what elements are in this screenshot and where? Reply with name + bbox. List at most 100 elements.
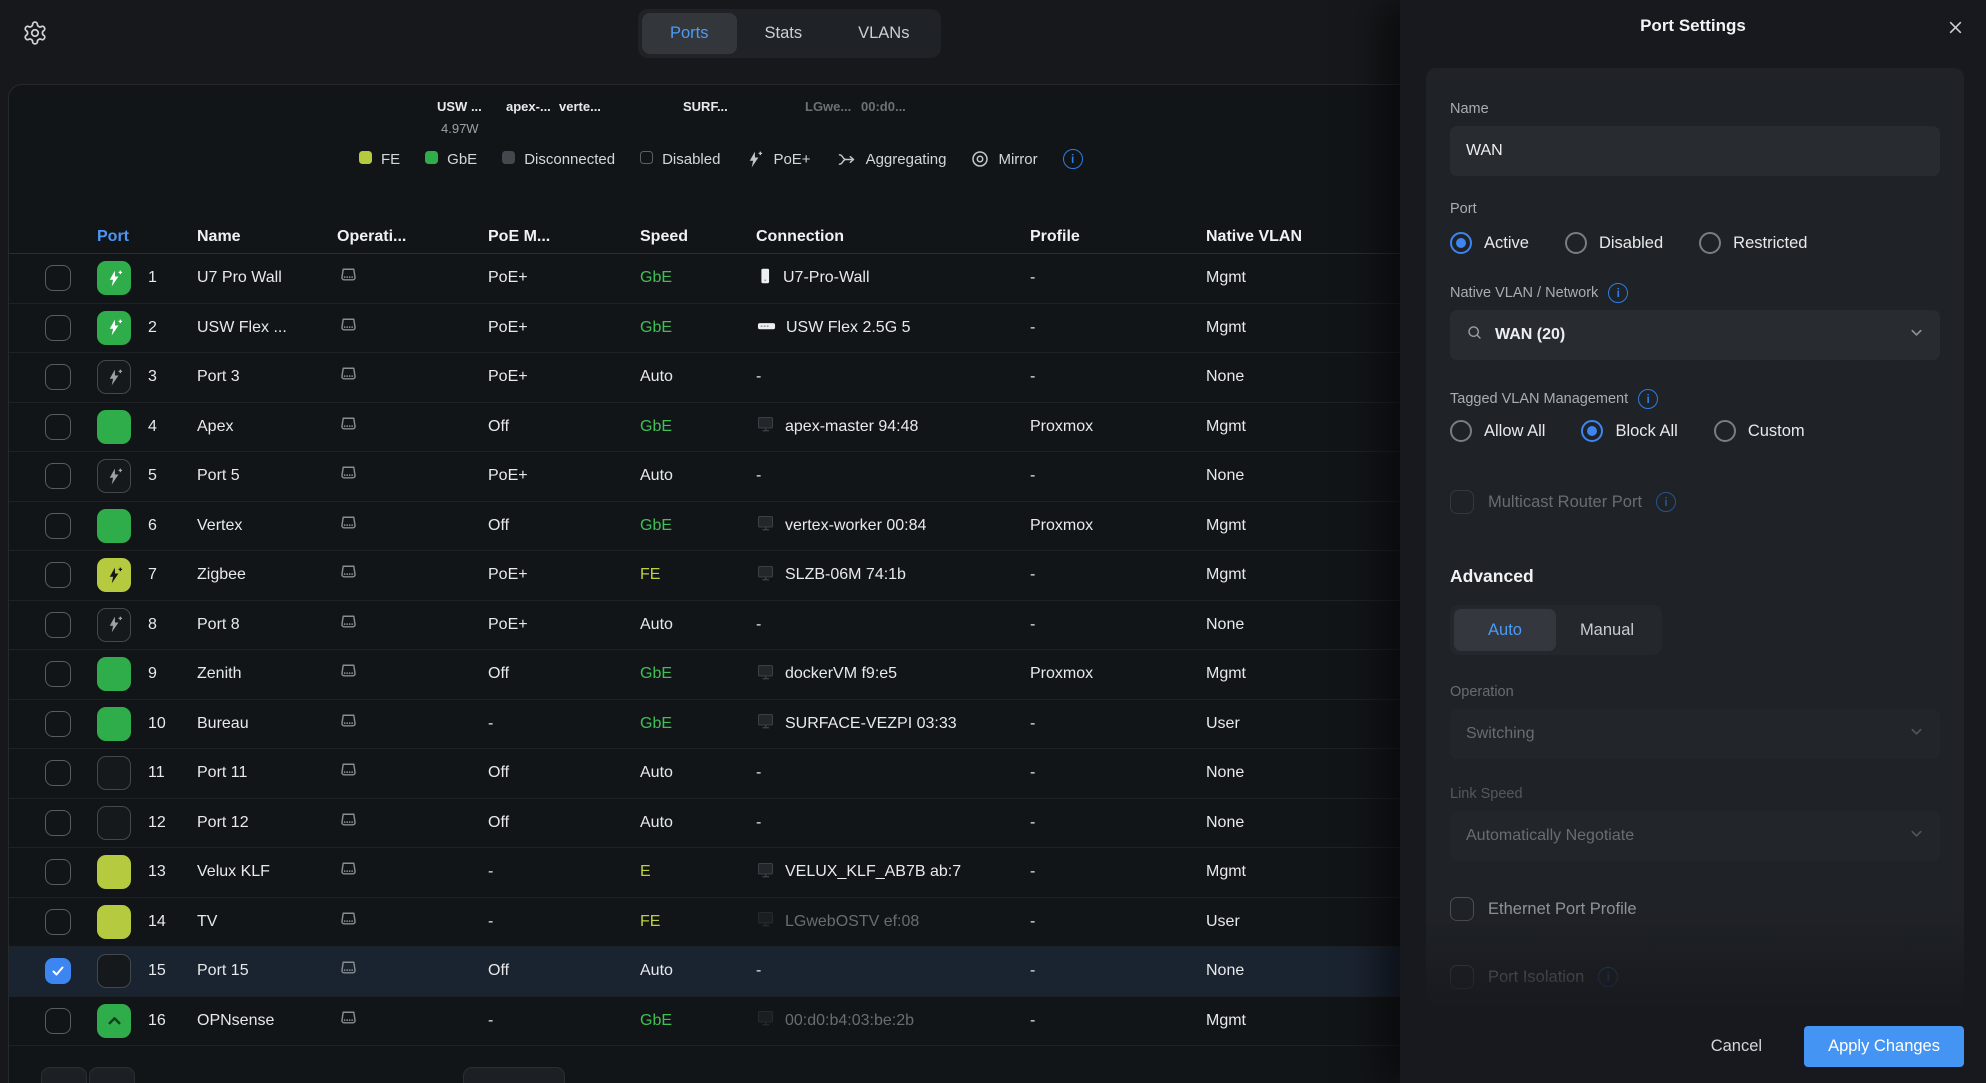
connection-cell: - — [748, 616, 1022, 634]
row-checkbox[interactable] — [45, 315, 71, 341]
info-icon[interactable]: i — [1608, 283, 1628, 303]
port-name: Port 11 — [189, 764, 329, 782]
connection-name: - — [756, 368, 761, 386]
device-label[interactable]: verte... — [559, 99, 601, 114]
name-input[interactable] — [1450, 126, 1940, 176]
checkbox-box — [1450, 965, 1474, 989]
apply-changes-button[interactable]: Apply Changes — [1804, 1026, 1964, 1067]
cancel-button[interactable]: Cancel — [1711, 1037, 1762, 1056]
native-vlan: Mgmt — [1198, 319, 1393, 337]
column-header-col-port[interactable]: Port — [89, 228, 189, 246]
multicast-router-port-checkbox[interactable]: Multicast Router Port i — [1450, 490, 1940, 514]
device-label[interactable]: 00:d0... — [861, 99, 906, 114]
device-label[interactable]: LGwe... — [805, 99, 851, 114]
row-checkbox[interactable] — [45, 859, 71, 885]
port-state-radio-restricted[interactable]: Restricted — [1699, 232, 1807, 254]
column-header-col-op[interactable]: Operati... — [329, 228, 480, 246]
row-checkbox[interactable] — [45, 414, 71, 440]
row-checkbox[interactable] — [45, 612, 71, 638]
port-speed: FE — [632, 566, 748, 584]
pagination-stub-left-1[interactable] — [41, 1067, 87, 1083]
tab-stats[interactable]: Stats — [737, 13, 831, 54]
switch-device-icon — [337, 621, 360, 638]
link-speed-select[interactable]: Automatically Negotiate — [1450, 811, 1940, 861]
tagged-vlan-radio-allow-all[interactable]: Allow All — [1450, 420, 1545, 442]
legend-info-icon[interactable]: i — [1063, 149, 1083, 169]
row-checkbox[interactable] — [45, 661, 71, 687]
tab-ports[interactable]: Ports — [642, 13, 737, 54]
advanced-mode-toggle: AutoManual — [1450, 605, 1662, 655]
column-header-col-profile[interactable]: Profile — [1022, 228, 1198, 246]
connection-name: - — [756, 467, 761, 485]
poe-bolt-icon — [745, 150, 764, 169]
connection-cell: - — [748, 814, 1022, 832]
native-vlan: Mgmt — [1198, 863, 1393, 881]
row-checkbox[interactable] — [45, 463, 71, 489]
gbe-swatch-icon — [425, 151, 438, 168]
tagged-vlan-radio-block-all[interactable]: Block All — [1581, 420, 1677, 442]
poe-mode: - — [480, 715, 632, 733]
row-checkbox[interactable] — [45, 562, 71, 588]
poe-mode: PoE+ — [480, 566, 632, 584]
poe-mode: - — [480, 863, 632, 881]
info-icon[interactable]: i — [1638, 389, 1658, 409]
host-icon — [756, 514, 776, 537]
connection-cell: apex-master 94:48 — [748, 415, 1022, 438]
tagged-vlan-radio-custom[interactable]: Custom — [1714, 420, 1805, 442]
operation-select[interactable]: Switching — [1450, 709, 1940, 759]
poe-mode: - — [480, 913, 632, 931]
column-header-col-conn[interactable]: Connection — [748, 228, 1022, 246]
close-icon[interactable] — [1944, 16, 1966, 38]
port-number: 13 — [148, 863, 166, 881]
native-vlan: User — [1198, 715, 1393, 733]
row-checkbox[interactable] — [45, 265, 71, 291]
port-number: 1 — [148, 269, 157, 287]
port-state-radio-active[interactable]: Active — [1450, 232, 1529, 254]
port-status-tile — [97, 954, 131, 988]
column-header-col-name[interactable]: Name — [189, 228, 329, 246]
column-header-col-speed[interactable]: Speed — [632, 228, 748, 246]
info-icon[interactable]: i — [1598, 967, 1618, 987]
ethernet-port-profile-checkbox[interactable]: Ethernet Port Profile — [1450, 897, 1940, 921]
row-checkbox[interactable] — [45, 909, 71, 935]
tagged-vlan-label: Tagged VLAN Management i — [1450, 390, 1940, 408]
port-isolation-checkbox[interactable]: Port Isolation i — [1450, 965, 1940, 989]
connection-cell: USW Flex 2.5G 5 — [748, 316, 1022, 340]
row-checkbox[interactable] — [45, 810, 71, 836]
mode-segment-auto[interactable]: Auto — [1454, 609, 1556, 651]
row-checkbox[interactable] — [45, 364, 71, 390]
tagged-vlan-radio-group: Allow All Block All Custom — [1450, 420, 1940, 442]
search-icon — [1466, 324, 1483, 346]
column-header-col-poe[interactable]: PoE M... — [480, 228, 632, 246]
row-checkbox[interactable] — [45, 711, 71, 737]
port-state-radio-disabled[interactable]: Disabled — [1565, 232, 1663, 254]
port-profile: - — [1022, 715, 1198, 733]
column-header-col-vlan[interactable]: Native VLAN — [1198, 228, 1393, 246]
native-vlan: None — [1198, 962, 1393, 980]
device-label[interactable]: SURF... — [683, 99, 728, 114]
row-checkbox[interactable] — [45, 958, 71, 984]
row-checkbox[interactable] — [45, 1008, 71, 1034]
port-profile: - — [1022, 368, 1198, 386]
info-icon[interactable]: i — [1656, 492, 1676, 512]
pagination-stub-center[interactable] — [463, 1067, 565, 1083]
port-number: 15 — [148, 962, 166, 980]
switch-device-icon — [337, 769, 360, 786]
connection-cell: SLZB-06M 74:1b — [748, 564, 1022, 587]
native-vlan: User — [1198, 913, 1393, 931]
pagination-stub-left-2[interactable] — [89, 1067, 135, 1083]
poe-mode: PoE+ — [480, 616, 632, 634]
port-speed: GbE — [632, 665, 748, 683]
switch-device-icon — [337, 918, 360, 935]
row-checkbox[interactable] — [45, 513, 71, 539]
port-speed: E — [632, 863, 748, 881]
row-checkbox[interactable] — [45, 760, 71, 786]
device-label[interactable]: apex-... — [506, 99, 551, 114]
connection-cell: vertex-worker 00:84 — [748, 514, 1022, 537]
native-vlan: Mgmt — [1198, 1012, 1393, 1030]
settings-gear-icon[interactable] — [18, 16, 52, 50]
mode-segment-manual[interactable]: Manual — [1556, 609, 1658, 651]
tab-vlans[interactable]: VLANs — [830, 13, 937, 54]
device-label[interactable]: USW ... — [437, 99, 482, 114]
native-vlan-select[interactable]: WAN (20) — [1450, 310, 1940, 360]
